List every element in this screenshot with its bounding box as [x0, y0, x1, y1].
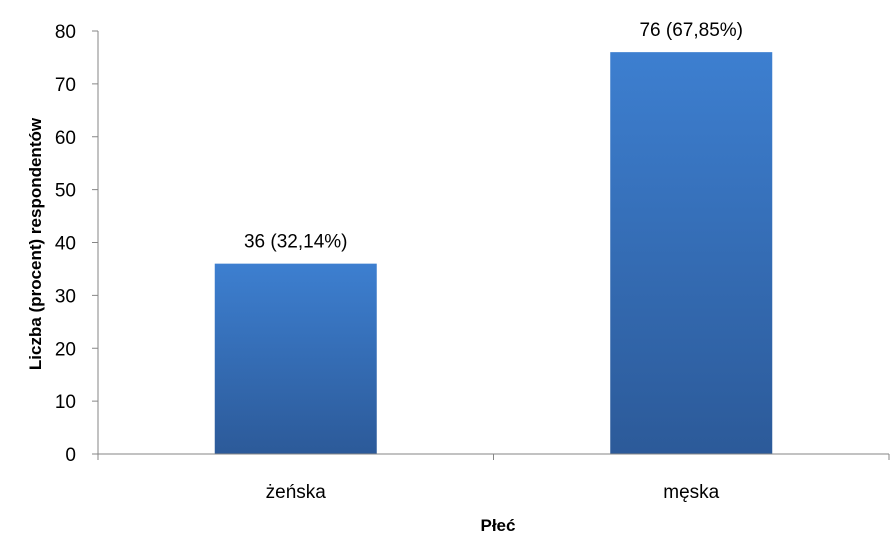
y-tick-label: 60 — [55, 128, 76, 149]
y-tick-label: 30 — [55, 286, 76, 307]
y-tick-label: 20 — [55, 339, 76, 360]
bar — [610, 52, 773, 455]
x-axis-title: Płeć — [481, 516, 516, 535]
y-axis-title: Liczba (procent) respondentów — [26, 117, 45, 370]
y-tick-label: 80 — [55, 22, 76, 43]
data-labels: 36 (32,14%) 76 (67,85%) — [244, 20, 743, 253]
y-tick-label: 40 — [55, 234, 76, 255]
y-tick-label: 10 — [55, 392, 76, 413]
bar — [214, 263, 377, 454]
x-tick-label: żeńska — [266, 482, 327, 503]
x-tick-label: męska — [663, 482, 719, 503]
y-tick-label: 50 — [55, 181, 76, 202]
y-tick-label: 70 — [55, 75, 76, 96]
bars — [214, 52, 773, 455]
y-axis-ticks: 0 10 20 30 40 50 60 70 80 — [55, 22, 98, 466]
data-label: 76 (67,85%) — [639, 20, 743, 41]
y-tick-label: 0 — [65, 445, 76, 466]
data-label: 36 (32,14%) — [244, 232, 348, 253]
x-axis-ticks: żeńska męska — [97, 454, 890, 503]
